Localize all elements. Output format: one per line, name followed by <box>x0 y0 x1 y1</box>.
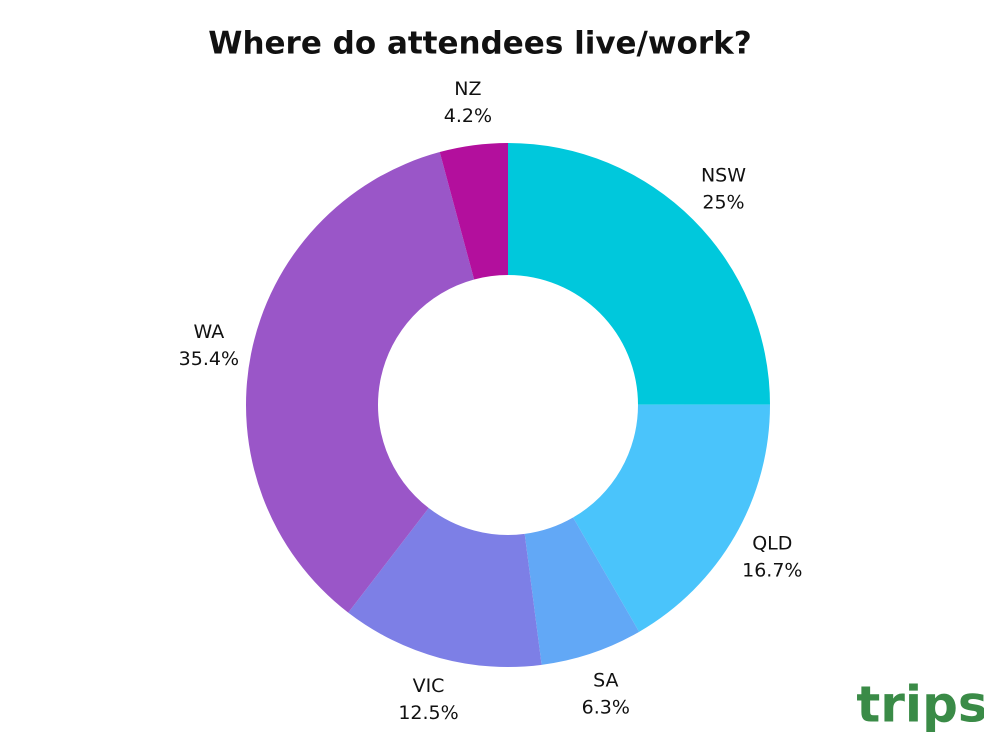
slice-label: NSW <box>701 165 746 187</box>
value-label: 16.7% <box>742 560 802 582</box>
slice <box>439 143 508 280</box>
value-label: 4.2% <box>444 105 492 127</box>
chart-title: Where do attendees live/work? <box>208 26 751 62</box>
slice <box>573 404 771 632</box>
slice <box>508 143 770 405</box>
value-label: 35.4% <box>179 348 239 370</box>
slice-label: SA <box>593 669 618 691</box>
slice <box>524 517 640 665</box>
slice <box>348 508 542 667</box>
slice-label: VIC <box>413 675 445 697</box>
value-label: 25% <box>702 192 744 214</box>
slice <box>246 152 475 613</box>
slice-label: WA <box>193 321 224 343</box>
slice-label: QLD <box>752 533 792 555</box>
logo: trips <box>856 676 984 734</box>
value-label: 12.5% <box>398 702 458 724</box>
slice-label: NZ <box>454 78 481 100</box>
value-label: 6.3% <box>582 696 630 718</box>
